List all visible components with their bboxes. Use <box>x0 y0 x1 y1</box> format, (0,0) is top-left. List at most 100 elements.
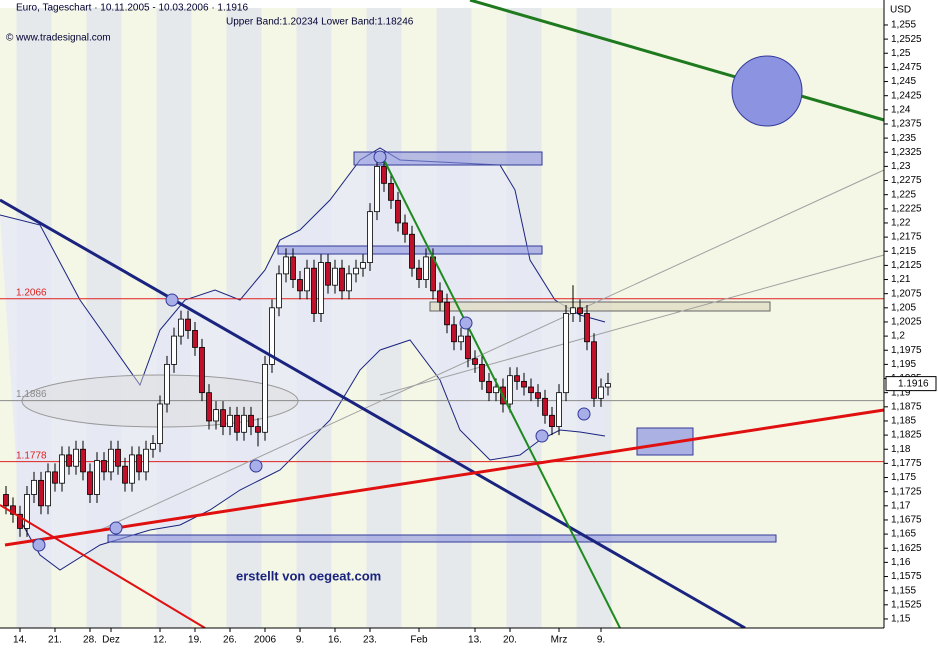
y-tick-label: 1,2375 <box>891 119 922 130</box>
x-tick-label: 9. <box>597 635 605 646</box>
zone-rect <box>429 301 771 312</box>
candle-body <box>3 494 9 507</box>
candle-body <box>17 513 23 529</box>
y-tick-label: 1,22 <box>891 218 911 229</box>
y-tick-label: 1,21 <box>891 274 911 285</box>
x-tick-label: 13. <box>468 635 482 646</box>
candle-body <box>290 256 296 280</box>
y-tick-label: 1,2025 <box>891 317 922 328</box>
trend-line <box>99 169 885 531</box>
candle-body <box>157 403 163 444</box>
candle-body <box>52 471 58 484</box>
candle-body <box>360 262 366 269</box>
candle-body <box>556 392 562 428</box>
pivot-marker <box>165 293 179 307</box>
candle-body <box>199 347 205 394</box>
source: © www.tradesignal.com <box>6 33 111 44</box>
candle-body <box>31 479 37 495</box>
x-tick-label: 19. <box>188 635 202 646</box>
pivot-marker <box>373 150 387 164</box>
y-tick-label: 1,15 <box>891 614 911 625</box>
x-tick-label: Feb <box>410 635 428 646</box>
y-tick-label: 1,17 <box>891 500 911 511</box>
candle-body <box>367 211 373 263</box>
candle-body <box>409 233 415 269</box>
candle-body <box>339 267 345 292</box>
candle-body <box>570 307 576 314</box>
candle-body <box>584 313 590 343</box>
candle-body <box>143 448 149 473</box>
candle-body <box>549 414 555 428</box>
trend-line <box>0 198 746 630</box>
y-tick-label: 1,2075 <box>891 288 922 299</box>
y-tick-label: 1,1575 <box>891 571 922 582</box>
candle-body <box>73 448 79 467</box>
candle-body <box>10 505 16 515</box>
candle-body <box>563 313 569 394</box>
candle-body <box>122 465 128 484</box>
pivot-marker <box>535 429 549 443</box>
y-tick-label: 1,2325 <box>891 147 922 158</box>
candle-body <box>220 409 226 428</box>
y-tick-label: 1,2275 <box>891 175 922 186</box>
last-price-box <box>885 376 937 392</box>
candle-body <box>605 383 611 388</box>
candle-body <box>472 358 478 365</box>
y-tick-label: 1,23 <box>891 161 911 172</box>
y-tick-label: 1,2 <box>891 331 905 342</box>
candle-body <box>311 267 317 314</box>
y-tick-label: 1,1675 <box>891 515 922 526</box>
candle-body <box>514 375 520 382</box>
candle-body <box>577 307 583 314</box>
chart-subtitle: Upper Band:1.20234 Lower Band:1.18246 <box>226 17 414 28</box>
candle-body <box>332 267 338 286</box>
y-tick-label: 1,165 <box>891 529 916 540</box>
candle-body <box>206 392 212 422</box>
zone-rect <box>353 151 543 166</box>
x-tick-label: 28. <box>83 635 97 646</box>
candle-body <box>528 386 534 394</box>
x-tick-label: 23. <box>363 635 377 646</box>
y-tick-label: 1,175 <box>891 472 916 483</box>
trend-line <box>382 157 621 629</box>
x-tick-label: 16. <box>328 635 342 646</box>
candle-body <box>388 182 394 201</box>
candle-body <box>346 273 352 292</box>
candle-body <box>325 262 331 286</box>
upper-band <box>0 147 606 387</box>
axes: 1,15 1,1525 1,155 1,1575 1,16 1,1625 1,165 1,16… <box>13 20 937 646</box>
candle-body <box>458 335 464 343</box>
candle-body <box>402 222 408 235</box>
candle-body <box>598 386 604 399</box>
y-tick-label: 1,245 <box>891 76 916 87</box>
y-tick-label: 1,2125 <box>891 260 922 271</box>
candle-body <box>374 165 380 213</box>
pivot-markers <box>32 150 591 552</box>
candle-body <box>66 454 72 467</box>
y-tick-label: 1,25 <box>891 48 911 59</box>
candle-body <box>451 324 457 343</box>
y-tick-label: 1,195 <box>891 359 916 370</box>
y-tick-label: 1,225 <box>891 189 916 200</box>
candle-body <box>94 460 100 495</box>
candles <box>3 152 611 537</box>
candle-body <box>178 318 184 337</box>
candle-body <box>101 460 107 473</box>
candle-body <box>465 335 471 360</box>
x-tick-label: 26. <box>223 635 237 646</box>
candle-body <box>213 409 219 422</box>
y-axis-area <box>884 0 938 649</box>
y-tick-label: 1,2475 <box>891 62 922 73</box>
trend-line <box>0 504 206 629</box>
candle-body <box>395 199 401 224</box>
candle-body <box>423 256 429 280</box>
y-tick-label: 1,235 <box>891 133 916 144</box>
candle-body <box>241 414 247 433</box>
y-tick-label: 1,1525 <box>891 599 922 610</box>
y-tick-label: 1,1725 <box>891 486 922 497</box>
y-axis-label: USD <box>890 5 911 16</box>
x-tick-label: 20. <box>503 635 517 646</box>
pivot-marker <box>459 316 473 330</box>
y-tick-label: 1,18 <box>891 444 911 455</box>
candle-body <box>185 318 191 331</box>
